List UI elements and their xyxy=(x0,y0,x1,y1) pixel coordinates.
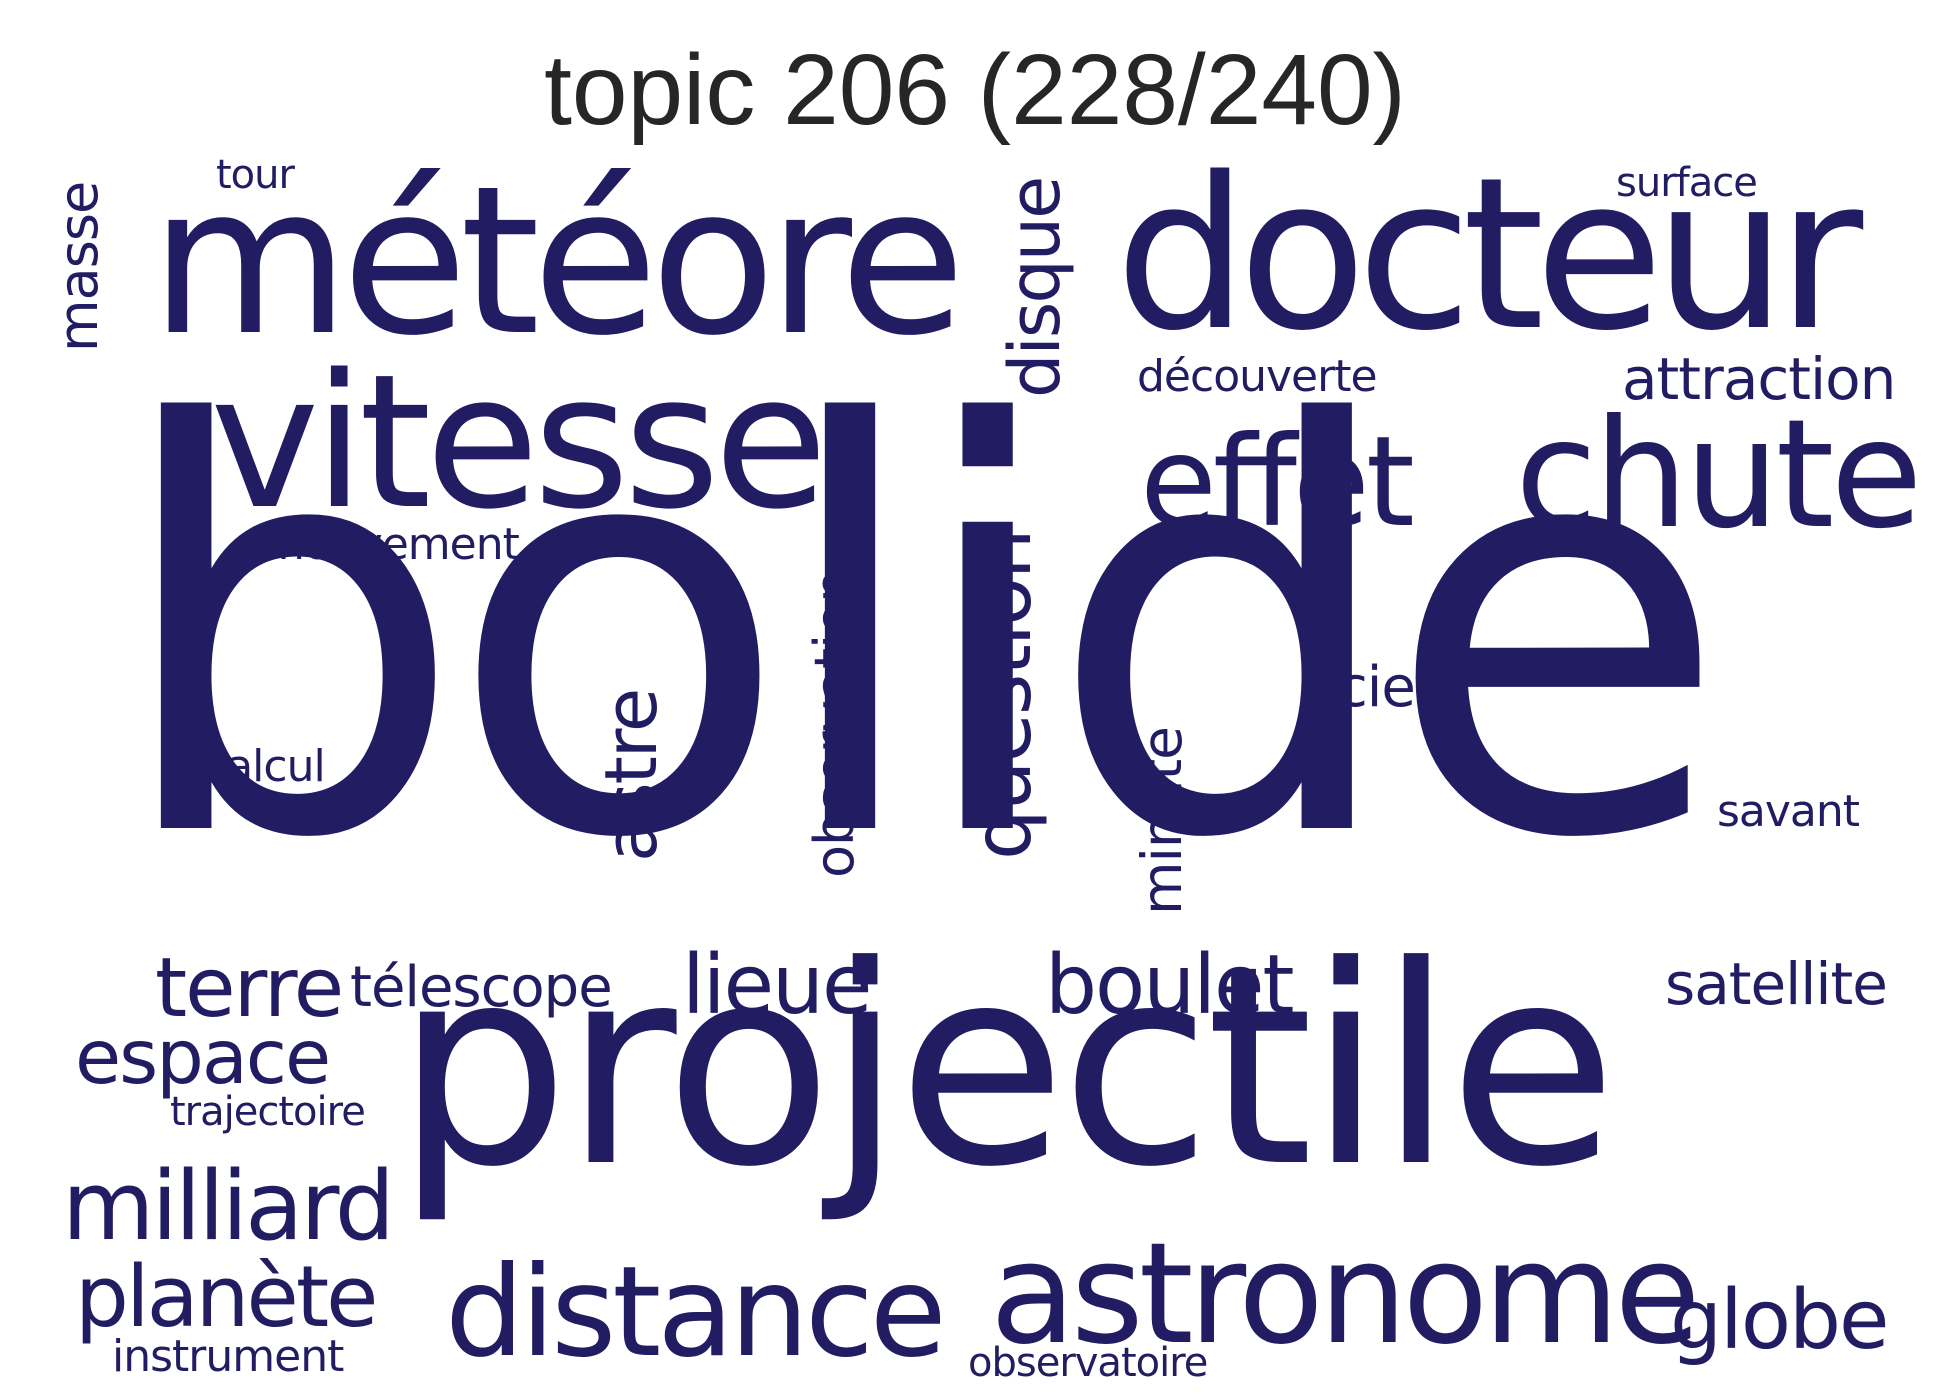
word-minute: minute xyxy=(1130,727,1194,915)
word-distance: distance xyxy=(445,1240,947,1385)
word-attraction: attraction xyxy=(1622,345,1896,413)
word-boulet: boulet xyxy=(1045,938,1295,1033)
word-satellite: satellite xyxy=(1665,950,1888,1018)
word-bolide: bolide xyxy=(110,309,1729,961)
word-milliard: milliard xyxy=(62,1152,395,1262)
chart-title: topic 206 (228/240) xyxy=(544,34,1406,146)
word-observatoire: observatoire xyxy=(968,1340,1208,1386)
word-effet: effet xyxy=(1140,410,1415,555)
word-calcul: calcul xyxy=(203,741,326,792)
word-vitesse: vitesse xyxy=(210,334,828,550)
word-ciel: ciel xyxy=(1337,655,1430,720)
word-savant: savant xyxy=(1717,786,1860,837)
word-lieue: lieue xyxy=(682,938,872,1033)
word-disque: disque xyxy=(994,177,1076,398)
word-chute: chute xyxy=(1515,388,1923,562)
word-astre: astre xyxy=(589,689,673,862)
word-mouvement: mouvement xyxy=(262,519,520,570)
word-terre: terre xyxy=(155,941,344,1036)
word-meteore: météore xyxy=(150,143,966,381)
word-masse: masse xyxy=(47,181,110,352)
word-trajectoire: trajectoire xyxy=(170,1089,366,1135)
word-astronome: astronome xyxy=(990,1213,1701,1376)
word-espace: espace xyxy=(75,1013,331,1101)
word-instrument: instrument xyxy=(112,1331,344,1382)
word-question: question xyxy=(956,530,1049,860)
word-globe: globe xyxy=(1670,1273,1890,1368)
word-projectile: projectile xyxy=(395,907,1617,1227)
word-docteur: docteur xyxy=(1115,132,1863,377)
word-telescope: télescope xyxy=(350,955,613,1020)
word-tour: tour xyxy=(216,152,295,198)
word-surface: surface xyxy=(1616,160,1758,206)
word-planete: planète xyxy=(75,1248,378,1347)
word-observation: observation xyxy=(803,569,866,878)
word-decouverte: découverte xyxy=(1137,351,1378,402)
